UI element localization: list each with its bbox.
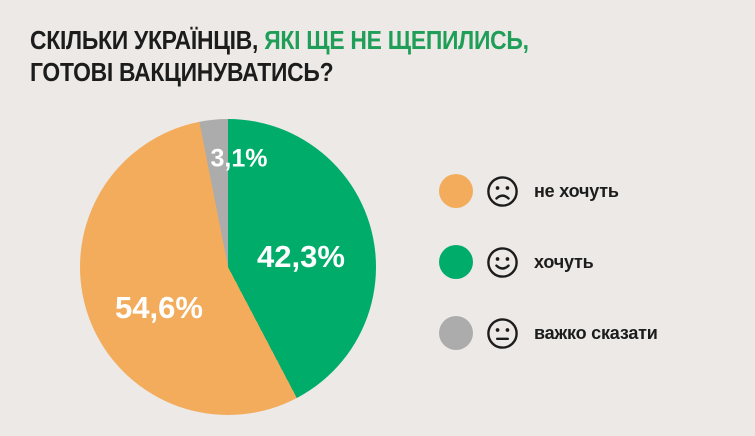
legend-label: не хочуть	[534, 180, 619, 201]
pie-slice-label-hard-to-say: 3,1%	[210, 144, 268, 173]
title-part-black: СКІЛЬКИ УКРАЇНЦІВ,	[30, 25, 265, 55]
legend: не хочуть хочуть важко сказати	[439, 174, 658, 350]
pie-slice-label-want: 42,3%	[257, 239, 345, 274]
legend-swatch-green	[439, 245, 473, 279]
legend-item-hard-to-say: важко сказати	[439, 316, 658, 350]
legend-item-dont-want: не хочуть	[439, 174, 658, 208]
title-part-highlight: ЯКІ ЩЕ НЕ ЩЕПИЛИСЬ,	[264, 25, 529, 55]
pie-chart: 42,3% 54,6% 3,1%	[80, 119, 376, 415]
legend-swatch-gray	[439, 316, 473, 350]
legend-label: важко сказати	[534, 322, 658, 343]
legend-swatch-orange	[439, 174, 473, 208]
legend-item-want: хочуть	[439, 245, 658, 279]
sad-face-icon	[487, 175, 518, 207]
smiley-face-icon	[487, 246, 518, 278]
title-line-2: ГОТОВІ ВАКЦИНУВАТИСЬ?	[30, 57, 334, 87]
title-line-1: СКІЛЬКИ УКРАЇНЦІВ, ЯКІ ЩЕ НЕ ЩЕПИЛИСЬ,	[30, 24, 529, 56]
neutral-face-icon	[487, 317, 518, 349]
pie-slice-label-dont-want: 54,6%	[115, 290, 203, 325]
legend-label: хочуть	[534, 251, 594, 272]
page-title: СКІЛЬКИ УКРАЇНЦІВ, ЯКІ ЩЕ НЕ ЩЕПИЛИСЬ, Г…	[30, 24, 529, 88]
